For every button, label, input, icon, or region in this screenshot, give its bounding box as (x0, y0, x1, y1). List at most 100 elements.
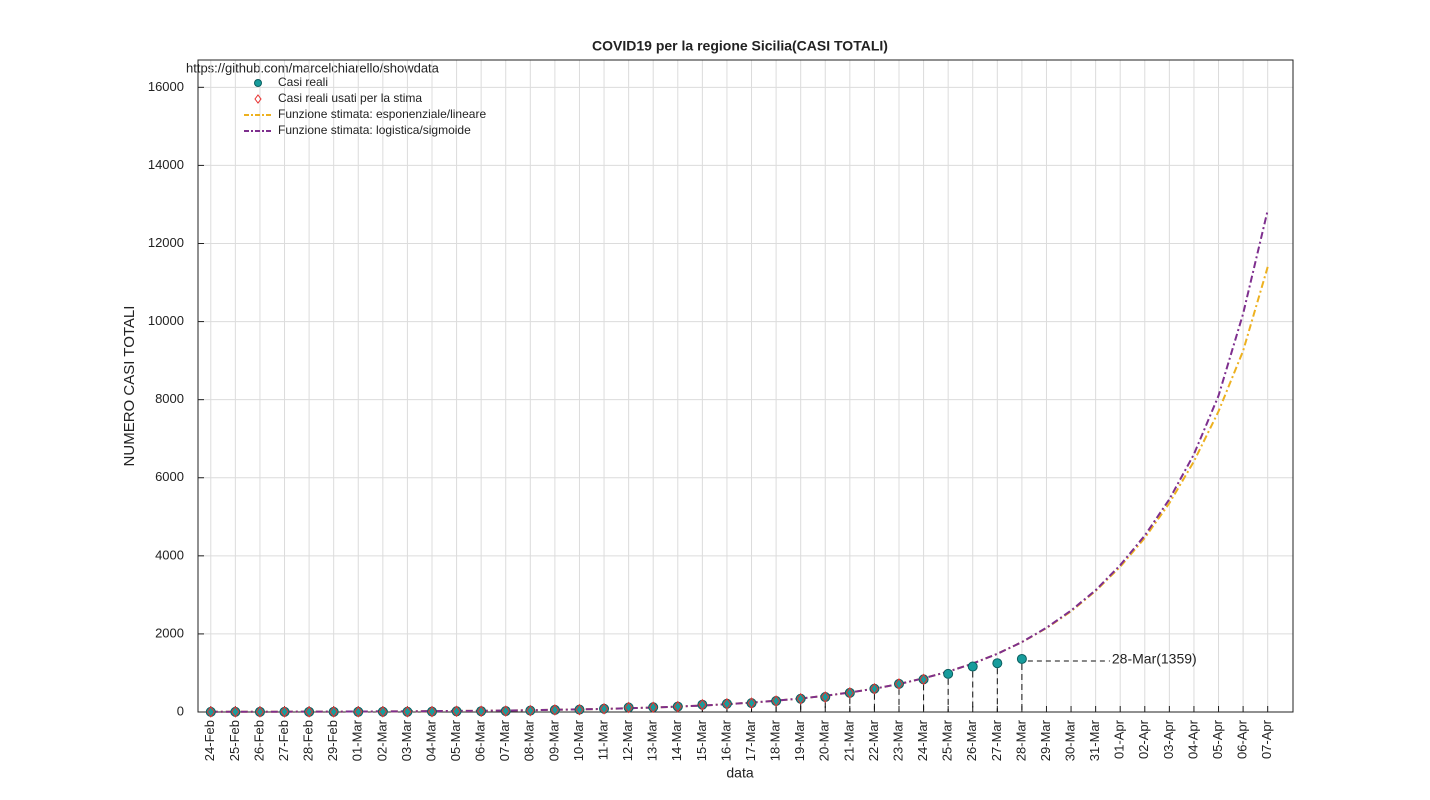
x-tick-label: 15-Mar (694, 719, 709, 761)
data-point (821, 691, 830, 703)
data-point (992, 658, 1003, 669)
legend-symbol (254, 79, 262, 87)
x-tick-label: 07-Mar (497, 719, 512, 761)
x-tick-label: 27-Feb (276, 720, 291, 761)
x-tick-label: 04-Mar (423, 719, 438, 761)
data-point (599, 702, 609, 715)
x-tick-label: 07-Apr (1259, 719, 1274, 759)
y-tick-label: 6000 (155, 469, 184, 484)
data-point (231, 706, 240, 718)
data-point (722, 697, 732, 710)
x-tick-label: 01-Apr (1112, 719, 1127, 759)
x-tick-label: 09-Mar (546, 719, 561, 761)
x-tick-label: 25-Feb (227, 720, 242, 761)
x-tick-label: 02-Apr (1136, 719, 1151, 759)
x-tick-label: 08-Mar (522, 719, 537, 761)
x-tick-label: 02-Mar (374, 719, 389, 761)
data-point (919, 673, 928, 686)
x-tick-label: 30-Mar (1062, 719, 1077, 761)
x-tick-label: 19-Mar (792, 719, 807, 761)
fit-line (210, 266, 1269, 713)
y-axis-label: NUMERO CASI TOTALI (121, 306, 138, 467)
x-tick-label: 22-Mar (866, 719, 881, 761)
data-point (280, 705, 289, 718)
y-tick-label: 0 (177, 703, 184, 718)
x-tick-label: 27-Mar (989, 719, 1004, 761)
y-tick-label: 14000 (148, 157, 184, 172)
x-tick-label: 21-Mar (841, 719, 856, 761)
data-point (624, 701, 633, 714)
x-tick-label: 24-Mar (915, 719, 930, 761)
y-tick-label: 4000 (155, 547, 184, 562)
x-tick-label: 06-Mar (473, 719, 488, 761)
data-point (673, 700, 682, 713)
y-tick-label: 8000 (155, 391, 184, 406)
data-point (526, 704, 535, 717)
x-tick-label: 24-Feb (202, 720, 217, 761)
x-tick-label: 23-Mar (890, 719, 905, 761)
data-point (255, 705, 265, 718)
x-tick-label: 18-Mar (768, 719, 783, 761)
data-point (403, 705, 412, 718)
x-tick-label: 25-Mar (940, 719, 955, 761)
x-tick-label: 14-Mar (669, 719, 684, 761)
data-point (304, 705, 314, 718)
data-point (329, 705, 338, 718)
x-tick-label: 20-Mar (817, 719, 832, 761)
x-tick-label: 26-Feb (251, 720, 266, 761)
data-point (206, 706, 215, 718)
x-tick-label: 10-Mar (571, 719, 586, 761)
y-tick-label: 2000 (155, 625, 184, 640)
x-tick-label: 03-Mar (399, 719, 414, 761)
data-point (943, 668, 954, 679)
y-tick-label: 12000 (148, 235, 184, 250)
data-point (698, 698, 707, 711)
data-point (1016, 653, 1027, 664)
x-tick-label: 13-Mar (645, 719, 660, 761)
legend-label: Funzione stimata: esponenziale/lineare (278, 107, 486, 121)
x-tick-label: 28-Mar (1013, 719, 1028, 761)
data-point (747, 697, 756, 709)
x-tick-label: 17-Mar (743, 719, 758, 761)
x-tick-label: 12-Mar (620, 719, 635, 761)
x-tick-label: 06-Apr (1235, 719, 1250, 759)
grid (198, 60, 1293, 713)
data-point (501, 705, 510, 717)
fit-line (210, 210, 1269, 713)
x-tick-label: 29-Mar (1038, 719, 1053, 761)
chart-title: COVID19 per la regione Sicilia(CASI TOTA… (592, 38, 888, 54)
data-point (452, 705, 461, 718)
data-point (845, 686, 854, 699)
data-point (649, 701, 658, 714)
data-point (550, 704, 559, 716)
x-tick-label: 01-Mar (350, 719, 365, 761)
data-point (427, 705, 437, 718)
data-point (771, 695, 781, 707)
data-point (967, 661, 978, 672)
y-tick-label: 16000 (148, 79, 184, 94)
legend: Casi reali Casi reali usati per la stima F… (244, 75, 486, 137)
x-axis-label: data (726, 765, 753, 781)
data-point (477, 705, 486, 718)
x-tick-label: 03-Apr (1161, 719, 1176, 759)
x-tick-label: 26-Mar (964, 719, 979, 761)
legend-symbol (254, 94, 262, 104)
x-tick-label: 31-Mar (1087, 719, 1102, 761)
annotation: 28-Mar(1359) (1112, 651, 1197, 667)
legend-label: Casi reali (278, 75, 328, 89)
x-tick-label: 05-Apr (1210, 719, 1225, 759)
x-tick-label: 16-Mar (718, 719, 733, 761)
x-tick-label: 29-Feb (325, 720, 340, 761)
data-point (894, 677, 904, 690)
legend-label: Casi reali usati per la stima (278, 91, 422, 105)
data-point (870, 682, 879, 695)
data-point (378, 705, 387, 718)
legend-label: Funzione stimata: logistica/sigmoide (278, 123, 471, 137)
x-tick-label: 28-Feb (301, 720, 316, 761)
subtitle: https://github.com/marcelchiarello/showd… (186, 60, 440, 75)
x-tick-label: 04-Apr (1185, 719, 1200, 759)
y-tick-label: 10000 (148, 313, 184, 328)
x-tick-label: 11-Mar (595, 719, 610, 760)
x-tick-label: 05-Mar (448, 719, 463, 761)
